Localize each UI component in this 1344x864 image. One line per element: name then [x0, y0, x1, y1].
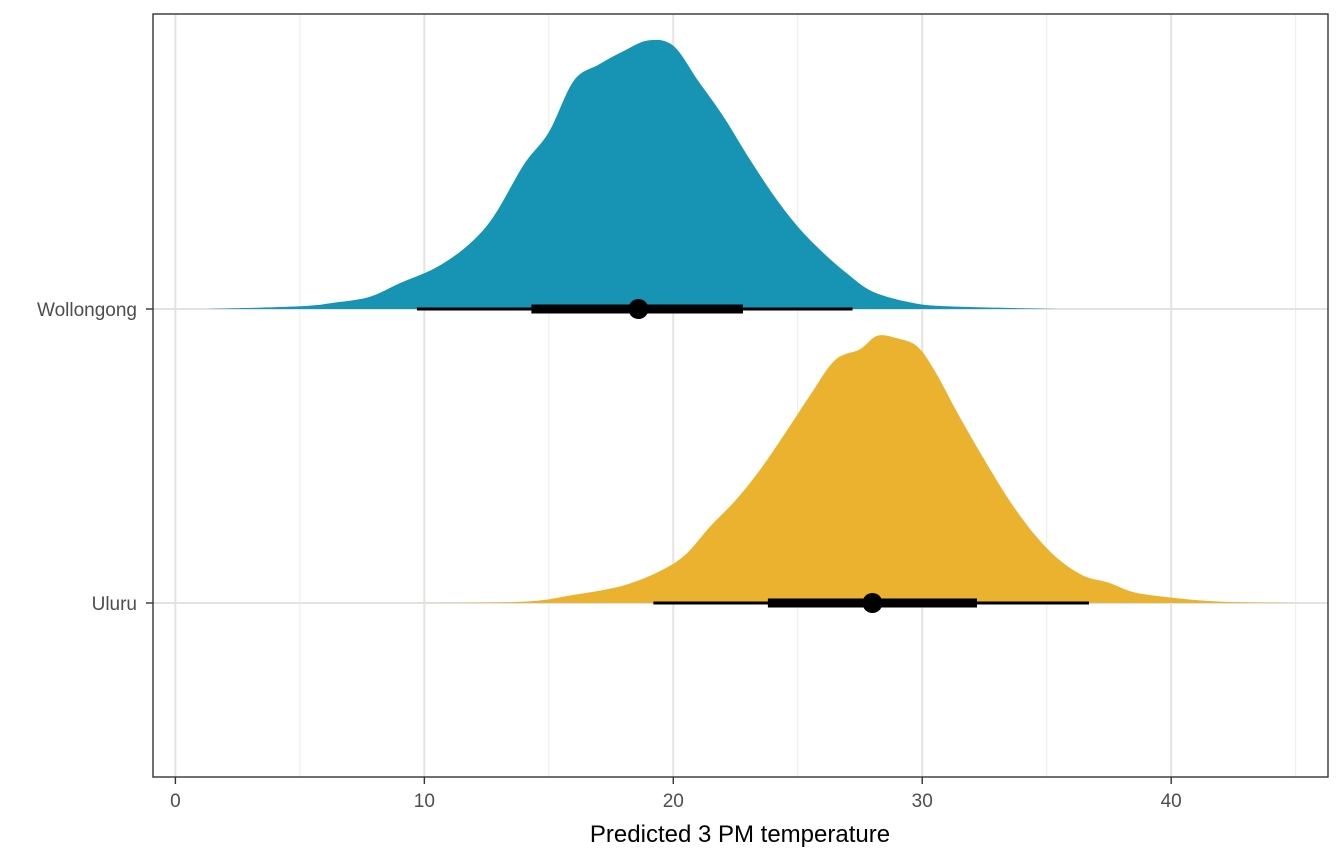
y-tick-label-wollongong: Wollongong [37, 300, 137, 321]
x-tick-label: 30 [912, 791, 933, 812]
x-tick-label: 0 [170, 791, 181, 812]
density-slab-wollongong [207, 39, 1060, 309]
density-slab-uluru [416, 335, 1296, 603]
x-axis-title: Predicted 3 PM temperature [590, 821, 890, 848]
x-tick-label: 10 [414, 791, 435, 812]
x-tick-label: 20 [663, 791, 684, 812]
x-tick-label: 40 [1161, 791, 1182, 812]
y-axis: Wollongong Uluru [37, 300, 153, 615]
plot-background [153, 14, 1328, 777]
density-slabs [207, 39, 1296, 603]
interval-bars [416, 299, 1090, 613]
x-axis: 0 10 20 30 40 [170, 777, 1182, 812]
plot-border [152, 13, 1329, 778]
y-tick-label-uluru: Uluru [92, 594, 137, 615]
median-point-wollongong [628, 299, 649, 319]
median-point-uluru [862, 593, 883, 613]
